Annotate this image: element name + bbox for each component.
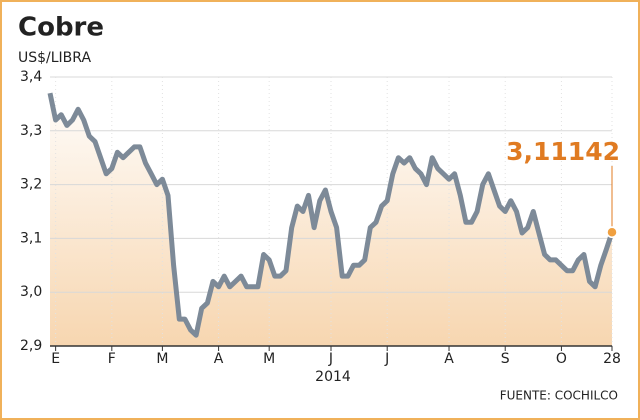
x-tick-label: 28: [603, 351, 621, 367]
y-tick-label: 3,3: [20, 123, 42, 139]
x-tick-label: A: [214, 351, 224, 367]
value-label: 3,11142: [506, 137, 620, 166]
x-tick-label: A: [444, 351, 454, 367]
x-tick-label: M: [156, 351, 168, 367]
last-point: [606, 226, 618, 239]
y-tick-label: 2,9: [20, 338, 42, 354]
y-tick-label: 3,0: [20, 284, 42, 300]
y-tick-label: 3,4: [20, 69, 42, 85]
x-tick-label: J: [384, 351, 389, 367]
source: FUENTE: COCHILCO: [500, 389, 618, 403]
y-tick-label: 3,2: [20, 177, 42, 193]
x-tick-label: J: [328, 351, 333, 367]
x-axis-label: 2014: [315, 369, 351, 385]
x-tick-label: F: [108, 351, 116, 367]
subtitle: US$/LIBRA: [18, 50, 91, 66]
x-tick-label: S: [501, 351, 510, 367]
price-line: [47, 92, 615, 338]
chart-title: Cobre: [18, 13, 104, 43]
x-tick-label: O: [556, 351, 567, 367]
x-tick-label: E: [51, 351, 60, 367]
y-tick-label: 3,1: [20, 230, 42, 246]
x-tick-label: M: [263, 351, 275, 367]
